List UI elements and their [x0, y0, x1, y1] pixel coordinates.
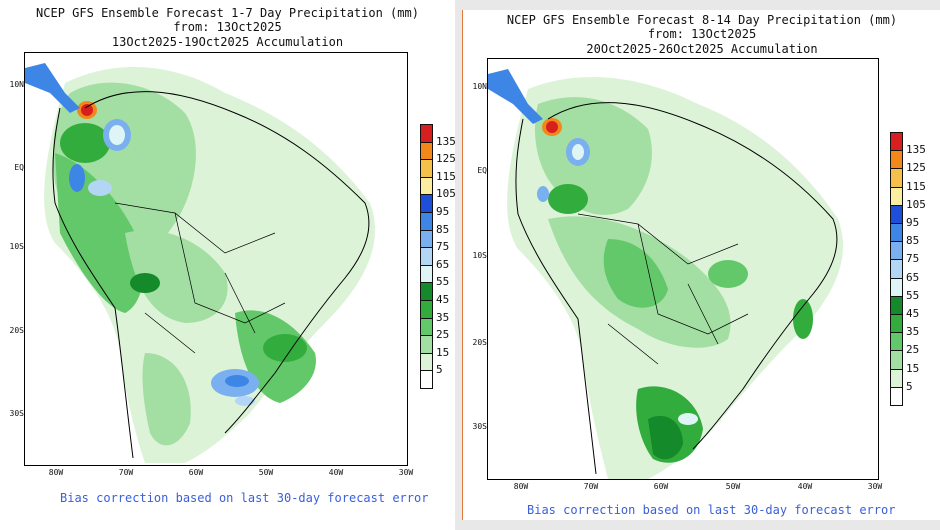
right-forecast-panel: NCEP GFS Ensemble Forecast 8-14 Day Prec…: [462, 10, 940, 520]
right-legend-swatch: [890, 204, 903, 224]
right-xtick: 60W: [653, 482, 669, 491]
left-legend-label: 85: [436, 222, 450, 236]
right-legend-label: 85: [906, 234, 920, 248]
right-legend-swatch: [890, 223, 903, 243]
right-legend-swatch: [890, 386, 903, 406]
left-title-line2: from: 13Oct2025: [173, 20, 282, 34]
right-ytick: EQ: [477, 166, 487, 175]
right-legend-label: 105: [906, 197, 926, 211]
left-title-line1: NCEP GFS Ensemble Forecast 1-7 Day Preci…: [36, 6, 419, 20]
left-ytick: EQ: [14, 163, 24, 172]
left-legend-label: 75: [436, 240, 450, 254]
left-precip-map: [24, 52, 408, 466]
right-map-graphic: [488, 59, 878, 479]
left-legend-swatch: [420, 300, 433, 319]
right-legend-label: 55: [906, 288, 920, 302]
right-legend-swatch: [890, 332, 903, 352]
right-precip-map: [487, 58, 879, 480]
right-legend-label: 15: [906, 361, 920, 375]
right-legend-label: 35: [906, 325, 920, 339]
right-legend-label: 5: [906, 379, 913, 393]
left-legend-label: 135: [436, 134, 455, 148]
left-legend-label: 25: [436, 328, 450, 342]
right-xtick: 50W: [725, 482, 741, 491]
right-legend-swatch: [890, 150, 903, 170]
right-xtick: 80W: [513, 482, 529, 491]
right-legend-swatch: [890, 295, 903, 315]
left-footer-note: Bias correction based on last 30-day for…: [60, 491, 429, 505]
right-xtick: 30W: [867, 482, 883, 491]
left-legend-label: 95: [436, 205, 450, 218]
right-legend-swatch: [890, 368, 903, 388]
left-legend-label: 115: [436, 169, 455, 183]
right-title-line1: NCEP GFS Ensemble Forecast 8-14 Day Prec…: [506, 13, 898, 27]
right-legend-swatch: [890, 168, 903, 188]
left-legend-swatch: [420, 282, 433, 301]
right-legend-label: 125: [906, 161, 926, 175]
left-xtick: 30W: [398, 468, 414, 477]
left-legend-label: 45: [436, 293, 450, 306]
left-legend-label: 105: [436, 187, 455, 201]
left-legend-swatch: [420, 176, 433, 196]
right-legend-swatch: [890, 314, 903, 334]
right-legend-label: 135: [906, 143, 926, 157]
left-legend-swatch: [420, 159, 433, 178]
left-xtick: 70W: [118, 468, 134, 477]
left-ytick: 10S: [9, 242, 24, 251]
left-ytick: 30S: [9, 409, 24, 418]
right-ytick: 10N: [472, 82, 487, 91]
left-legend-swatch: [420, 212, 433, 231]
left-legend-label: 5: [436, 363, 443, 377]
left-legend-swatch: [420, 317, 433, 337]
left-xtick: 80W: [48, 468, 64, 477]
right-legend-label: 45: [906, 307, 920, 320]
left-legend-label: 65: [436, 257, 450, 271]
right-legend-swatch: [890, 277, 903, 297]
right-footer-note: Bias correction based on last 30-day for…: [527, 503, 896, 517]
left-legend-label: 125: [436, 152, 455, 166]
left-map-graphic: [25, 53, 407, 465]
right-legend-label: 65: [906, 270, 920, 284]
right-legend-swatch: [890, 259, 903, 279]
left-legend-swatch: [420, 229, 433, 249]
left-xtick: 50W: [258, 468, 274, 477]
right-legend-label: 95: [906, 216, 920, 229]
right-legend-swatch: [890, 350, 903, 370]
left-legend-swatch: [420, 370, 433, 389]
right-ytick: 10S: [472, 251, 487, 260]
left-legend-swatch: [420, 124, 433, 143]
right-legend-label: 75: [906, 252, 920, 266]
left-legend-label: 15: [436, 345, 450, 359]
right-legend-swatch: [890, 241, 903, 261]
right-legend-label: 25: [906, 343, 920, 357]
right-legend-swatch: [890, 186, 903, 206]
left-legend-swatch: [420, 335, 433, 354]
left-legend-swatch: [420, 264, 433, 284]
left-ytick: 20S: [9, 326, 24, 335]
left-legend-label: 35: [436, 310, 450, 324]
right-legend-label: 115: [906, 179, 926, 193]
right-xtick: 40W: [797, 482, 813, 491]
left-legend-swatch: [420, 141, 433, 161]
left-forecast-panel: NCEP GFS Ensemble Forecast 1-7 Day Preci…: [0, 0, 455, 530]
left-xtick: 60W: [188, 468, 204, 477]
right-title-line2: from: 13Oct2025: [647, 27, 757, 41]
left-legend-swatch: [420, 194, 433, 213]
right-ytick: 20S: [472, 338, 487, 347]
right-xtick: 70W: [583, 482, 599, 491]
right-title-line3: 20Oct2025-26Oct2025 Accumulation: [586, 42, 818, 56]
right-ytick: 30S: [472, 422, 487, 431]
right-legend-swatch: [890, 132, 903, 152]
left-xtick: 40W: [328, 468, 344, 477]
left-ytick: 10N: [9, 80, 24, 89]
left-legend-swatch: [420, 352, 433, 372]
left-title-line3: 13Oct2025-19Oct2025 Accumulation: [111, 35, 344, 49]
left-legend-swatch: [420, 247, 433, 266]
left-legend-label: 55: [436, 275, 450, 289]
